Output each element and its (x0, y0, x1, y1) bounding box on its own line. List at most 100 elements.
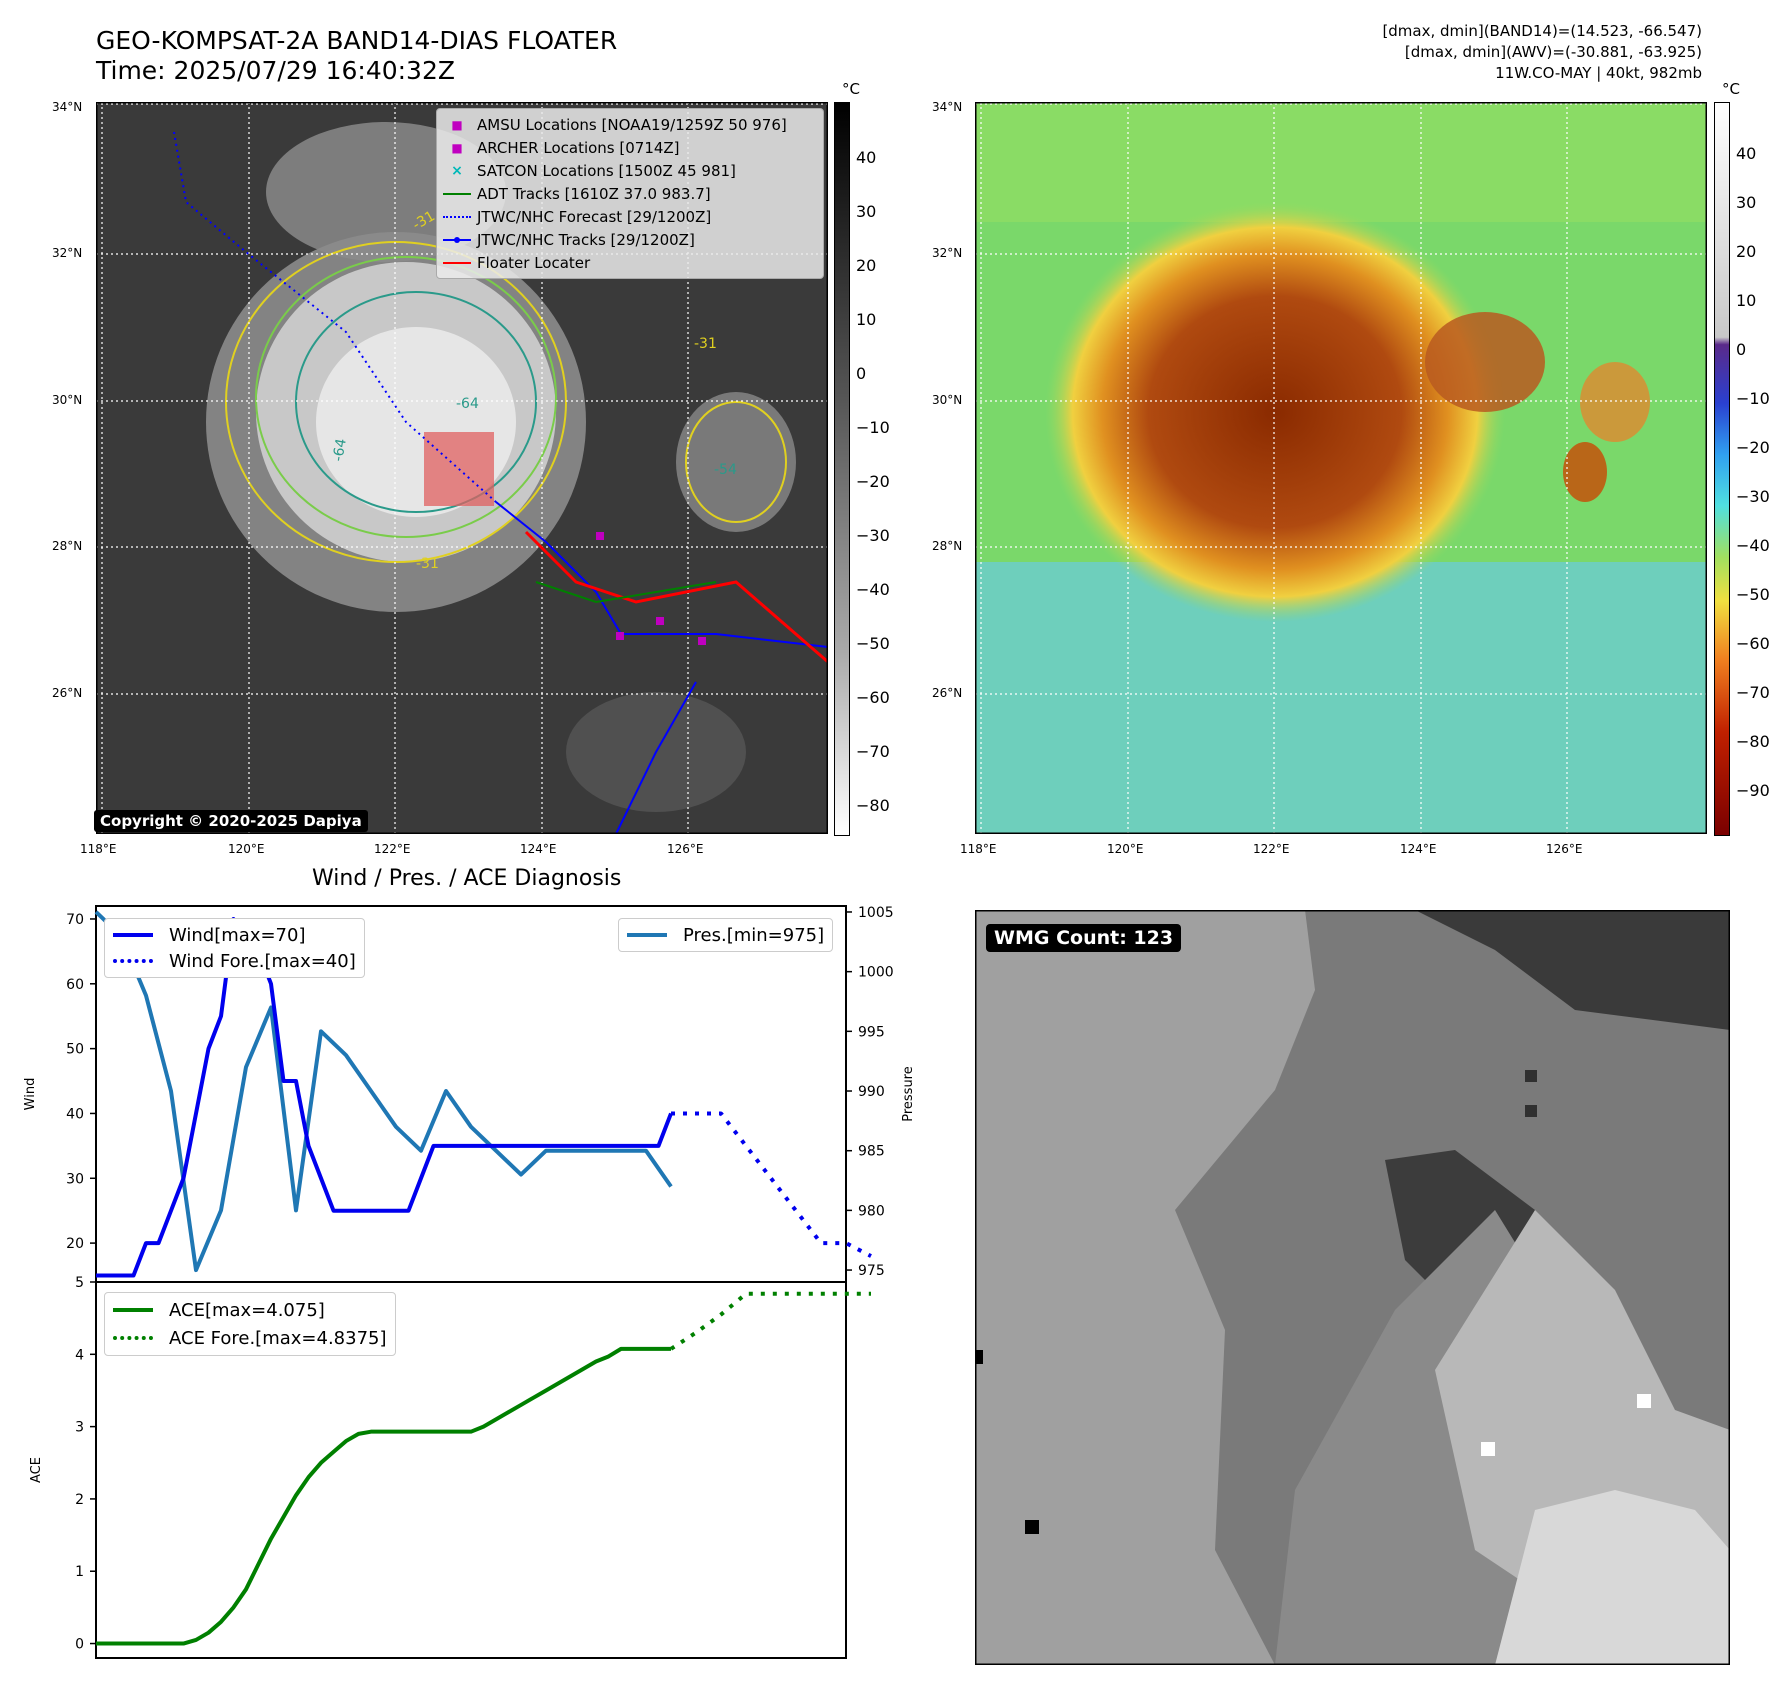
ace-ytick-label: 2 (75, 1492, 84, 1508)
lon-label: 124°E (520, 842, 557, 856)
wind-axis-label: Wind (23, 1078, 38, 1111)
pressure-ytick-label: 980 (858, 1203, 885, 1219)
legend-item-floater: Floater Locater (437, 251, 823, 274)
figure-title: GEO-KOMPSAT-2A BAND14-DIAS FLOATER (96, 26, 618, 55)
color-colorbar-ticks: 40 30 20 10 0 −10 −20 −30 −40 −50 −60 −7… (1736, 144, 1770, 800)
ir-legend: ■ AMSU Locations [NOAA19/1259Z 50 976] ■… (436, 108, 824, 279)
pressure-ytick-label: 990 (858, 1084, 885, 1100)
legend-item-forecast: JTWC/NHC Forecast [29/1200Z] (437, 205, 823, 228)
ace-ytick-label: 1 (75, 1564, 84, 1580)
line-icon (113, 933, 153, 937)
pressure-legend: Pres.[min=975] (618, 918, 834, 952)
adt-track (535, 581, 717, 604)
wmg-panel (975, 910, 1730, 1665)
ace-axis-label: ACE (29, 1457, 44, 1483)
pressure-ytick-label: 975 (858, 1263, 885, 1279)
legend-item-ace: ACE[max=4.075] (113, 1296, 387, 1324)
ace-ytick-label: 0 (75, 1637, 84, 1653)
wind-ytick-label: 30 (66, 1171, 84, 1187)
legend-item-archer: ■ ARCHER Locations [0714Z] (437, 136, 823, 159)
pressure-ytick-label: 995 (858, 1024, 885, 1040)
stats-awv: [dmax, dmin](AWV)=(-30.881, -63.925) (1404, 43, 1702, 61)
chart-title: Wind / Pres. / ACE Diagnosis (312, 866, 622, 891)
color-colorbar-unit: °C (1722, 80, 1740, 98)
lat-label: 32°N (52, 246, 83, 260)
floater-track (524, 530, 828, 664)
wind-ytick-label: 60 (66, 977, 84, 993)
lat-label: 28°N (932, 539, 963, 553)
jtwc-track (495, 501, 828, 648)
ace-forecast-line (669, 1291, 871, 1351)
lat-label: 30°N (52, 393, 83, 407)
ace-line (96, 1346, 671, 1646)
lat-label: 34°N (932, 100, 963, 114)
wind-ytick-label: 70 (66, 912, 84, 928)
lat-label: 26°N (52, 686, 83, 700)
wind-ytick-label: 50 (66, 1042, 84, 1058)
legend-item-ace-forecast: ACE Fore.[max=4.8375] (113, 1324, 387, 1352)
pressure-ytick-label: 1000 (858, 965, 894, 981)
lat-label: 28°N (52, 539, 83, 553)
contour-label: -31 (694, 336, 717, 352)
line-icon (113, 1308, 153, 1312)
legend-item-jtwc: JTWC/NHC Tracks [29/1200Z] (437, 228, 823, 251)
square-icon: ■ (451, 140, 463, 155)
contour-label: -31 (416, 556, 439, 572)
square-icon: ■ (451, 117, 463, 132)
gray-colorbar-ticks: 40 30 20 10 0 −10 −20 −30 −40 −50 −60 −7… (856, 148, 890, 815)
contour-label: -64 (456, 396, 479, 412)
lon-label: 118°E (80, 842, 117, 856)
lon-label: 118°E (960, 842, 997, 856)
lon-label: 124°E (1400, 842, 1437, 856)
line-icon (437, 261, 477, 264)
ace-legend: ACE[max=4.075] ACE Fore.[max=4.8375] (104, 1292, 396, 1356)
lon-label: 126°E (1546, 842, 1583, 856)
line-icon (627, 933, 667, 937)
pressure-axis-label: Pressure (901, 1066, 916, 1122)
dotted-line-icon (437, 215, 477, 218)
lat-label: 32°N (932, 246, 963, 260)
wmg-count-badge: WMG Count: 123 (986, 924, 1182, 952)
lon-label: 126°E (667, 842, 704, 856)
lon-label: 122°E (1253, 842, 1290, 856)
lon-label: 122°E (374, 842, 411, 856)
dotted-line-icon (113, 959, 153, 963)
wind-legend: Wind[max=70] Wind Fore.[max=40] (104, 918, 365, 978)
line-dot-icon (437, 236, 477, 243)
ace-ytick-label: 3 (75, 1420, 84, 1436)
ace-ytick-label: 4 (75, 1347, 84, 1363)
legend-item-amsu: ■ AMSU Locations [NOAA19/1259Z 50 976] (437, 113, 823, 136)
bt-color-map (975, 102, 1707, 834)
wind-line (96, 916, 673, 1278)
dotted-line-icon (113, 1336, 153, 1340)
pressure-line (94, 910, 673, 1273)
lat-label: 30°N (932, 393, 963, 407)
contour-label: -54 (714, 462, 737, 478)
legend-item-adt: ADT Tracks [1610Z 37.0 983.7] (437, 182, 823, 205)
pressure-ytick-label: 985 (858, 1144, 885, 1160)
pressure-ytick-label: 1005 (858, 905, 894, 921)
x-icon: × (451, 162, 463, 179)
gray-colorbar (834, 102, 850, 836)
wind-ytick-label: 40 (66, 1106, 84, 1122)
lat-label: 34°N (52, 100, 83, 114)
wind-ytick-label: 20 (66, 1236, 84, 1252)
legend-item-wind: Wind[max=70] (113, 922, 356, 948)
stats-band14: [dmax, dmin](BAND14)=(14.523, -66.547) (1382, 22, 1702, 40)
copyright-badge: Copyright © 2020-2025 Dapiya (94, 810, 368, 832)
ace-ytick-label: 5 (75, 1275, 84, 1291)
legend-item-wind-forecast: Wind Fore.[max=40] (113, 948, 356, 974)
lon-label: 120°E (228, 842, 265, 856)
wind-forecast-line (671, 1111, 872, 1258)
figure-time: Time: 2025/07/29 16:40:32Z (96, 56, 455, 85)
contour-label: -64 (330, 437, 350, 462)
stats-storm: 11W.CO-MAY | 40kt, 982mb (1495, 64, 1702, 82)
gray-colorbar-unit: °C (842, 80, 860, 98)
legend-item-satcon: × SATCON Locations [1500Z 45 981] (437, 159, 823, 182)
lon-label: 120°E (1107, 842, 1144, 856)
lat-label: 26°N (932, 686, 963, 700)
line-icon (437, 192, 477, 195)
color-colorbar (1714, 102, 1730, 836)
legend-item-pressure: Pres.[min=975] (627, 922, 824, 948)
